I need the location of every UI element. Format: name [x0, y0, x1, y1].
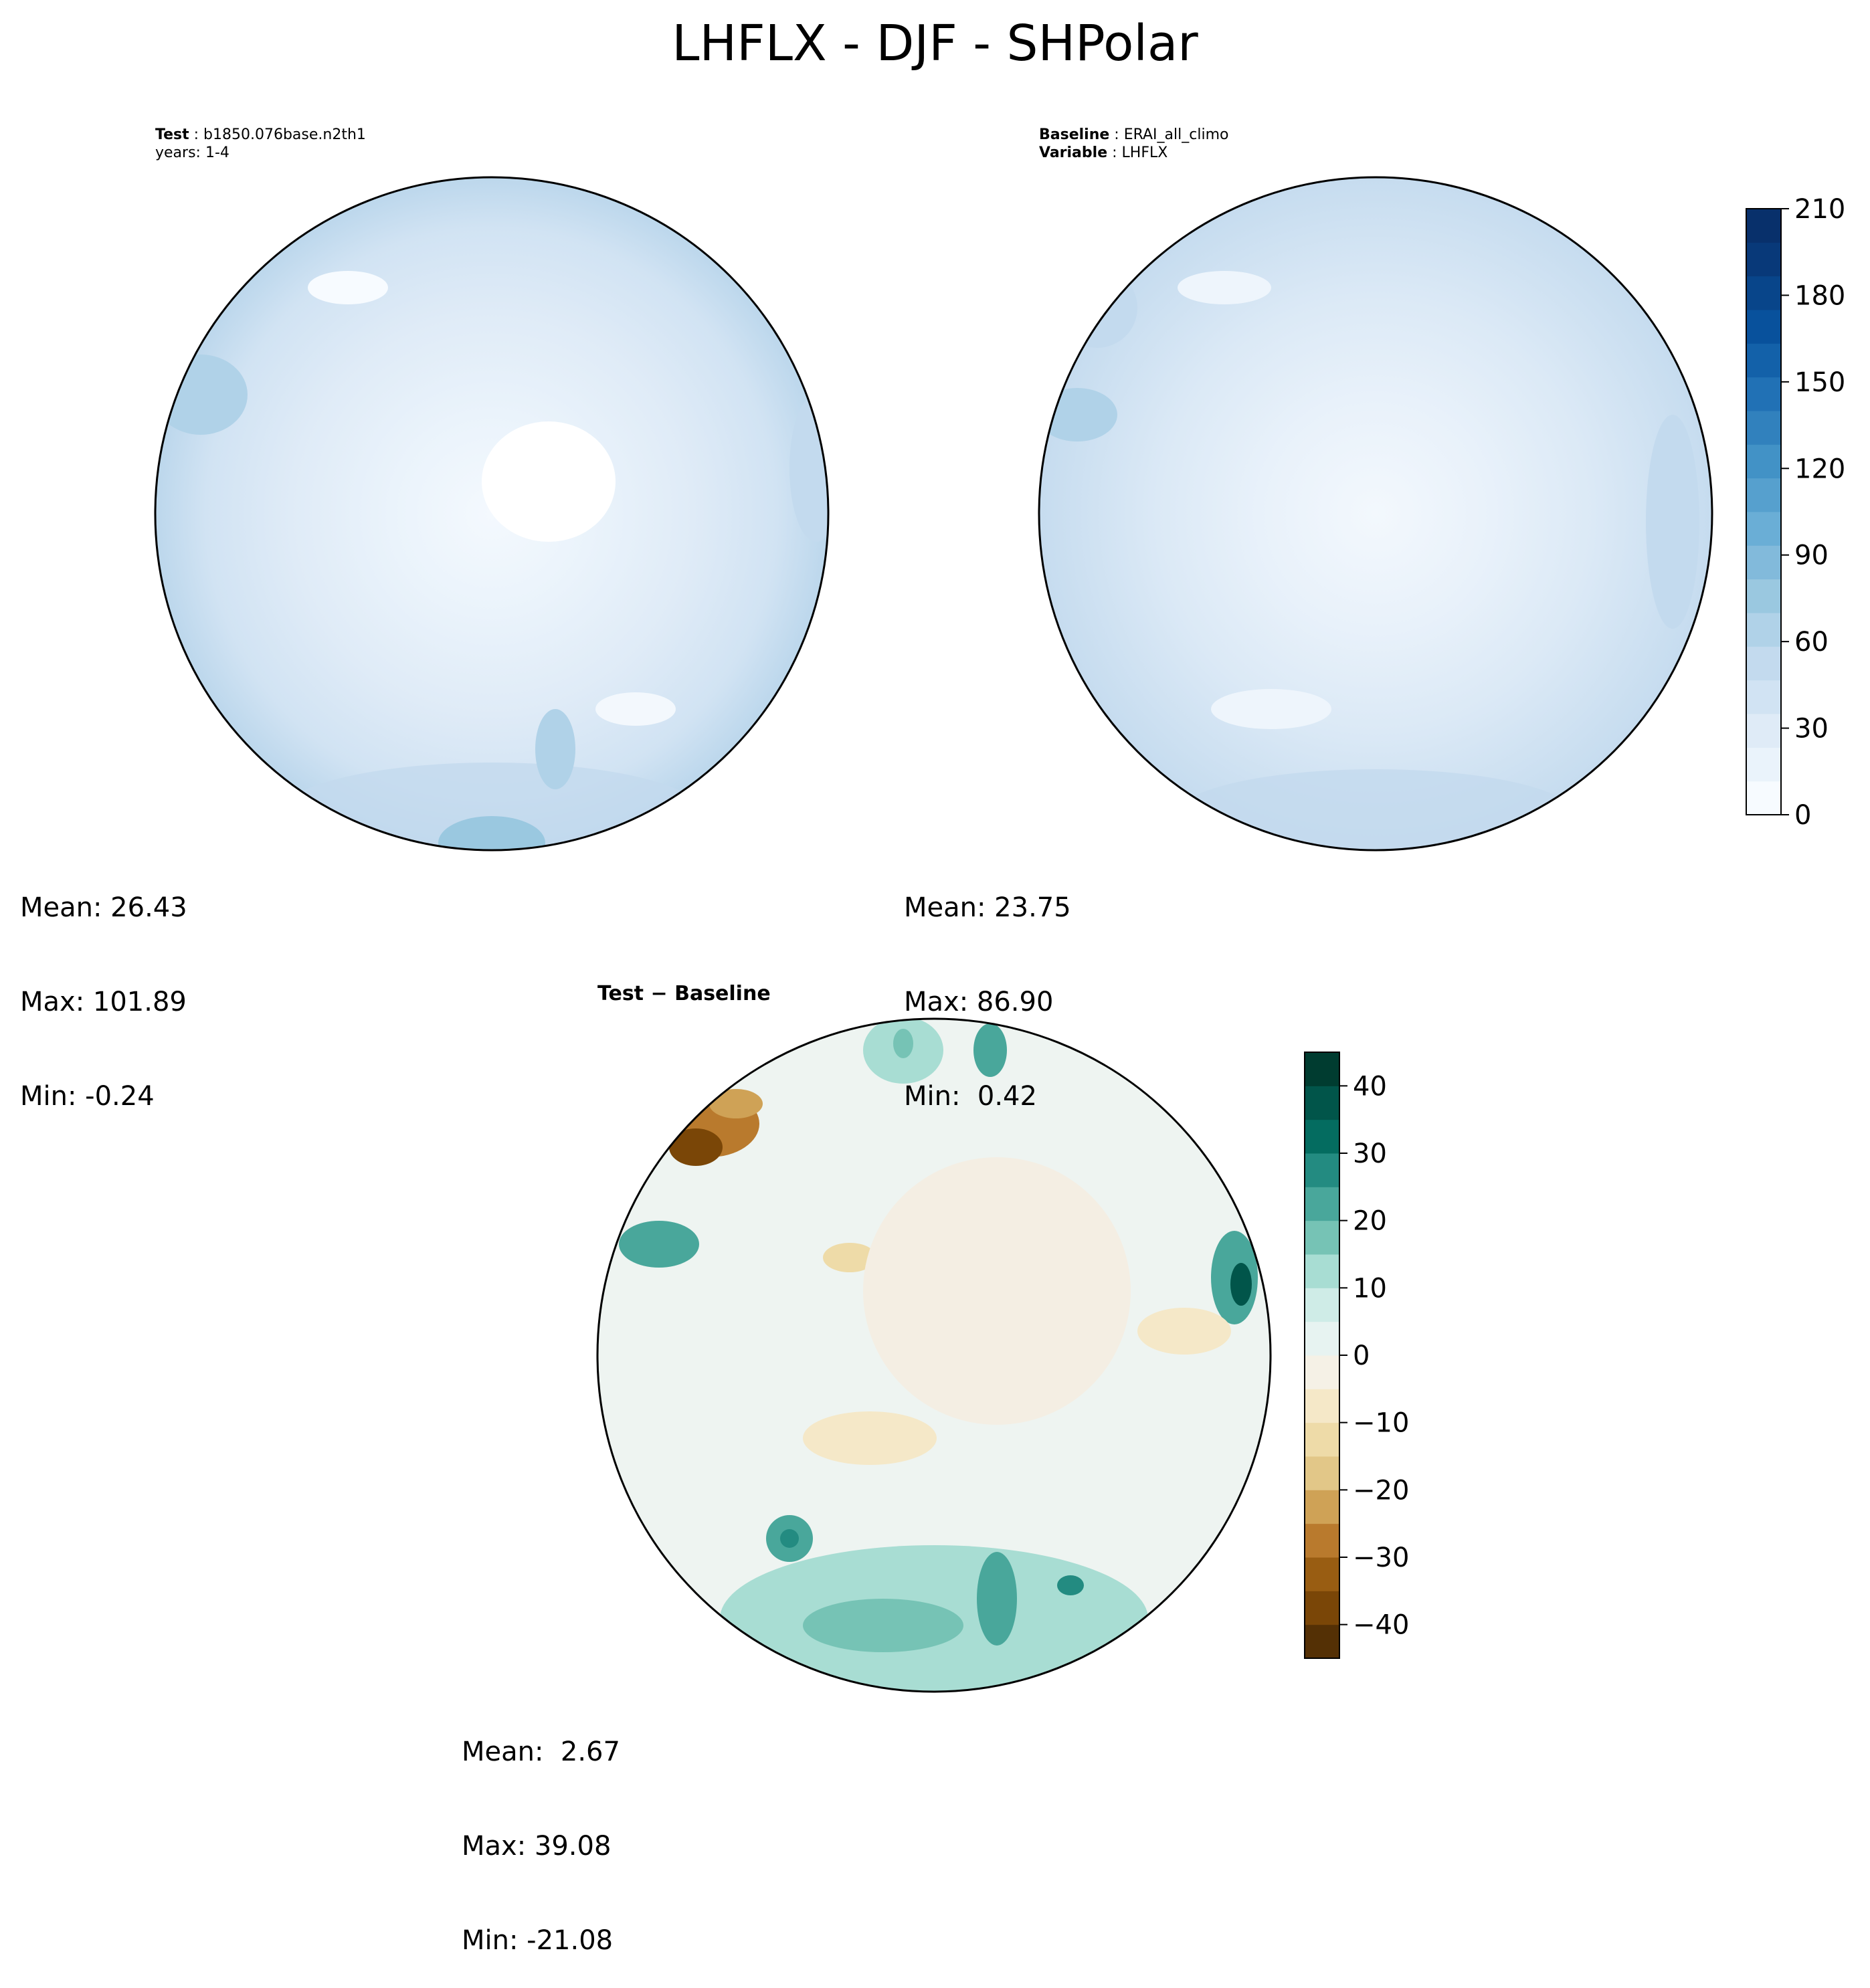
- baseline-map: [1038, 176, 1713, 852]
- diff-colorbar: 40 30 20 10 0 −10 −20 −30 −40: [1304, 1052, 1409, 1659]
- diff-map-boundary: [596, 1017, 1272, 1693]
- diff-max: Max: 39.08: [462, 1831, 612, 1862]
- baseline-panel-header: Baseline : ERAI_all_climo Variable : LHF…: [1039, 126, 1229, 161]
- variable-label-value: LHFLX: [1121, 144, 1168, 161]
- diff-colorbar-segment: [1305, 1254, 1339, 1288]
- diff-colorbar-segment: [1305, 1490, 1339, 1524]
- main-colorbar-tick-label: 0: [1794, 800, 1811, 831]
- diff-colorbar-segment: [1305, 1119, 1339, 1154]
- diff-colorbar-segment: [1305, 1591, 1339, 1625]
- baseline-mean: Mean: 23.75: [904, 892, 1071, 923]
- main-colorbar-tick-label: 60: [1794, 627, 1829, 658]
- test-mean: Mean: 26.43: [20, 892, 187, 923]
- main-colorbar-segment: [1746, 714, 1781, 748]
- diff-stats: Mean: 2.67 Max: 39.08 Min: -21.08: [462, 1674, 620, 1988]
- diff-colorbar-segment: [1305, 1389, 1339, 1423]
- diff-title-sep: −: [650, 982, 668, 1005]
- main-colorbar-tick-label: 150: [1794, 367, 1845, 398]
- diff-colorbar-tick-label: 10: [1353, 1273, 1387, 1304]
- diff-colorbar-segment: [1305, 1355, 1339, 1389]
- test-max: Max: 101.89: [20, 987, 187, 1017]
- main-colorbar-tick-label: 210: [1794, 194, 1845, 225]
- test-years: years: 1-4: [155, 144, 229, 161]
- test-label-value: b1850.076base.n2th1: [203, 126, 366, 143]
- diff-colorbar-tick-label: −30: [1353, 1543, 1409, 1573]
- test-map-boundary: [154, 176, 830, 852]
- main-colorbar-segment: [1746, 276, 1781, 310]
- main-colorbar-segment: [1746, 613, 1781, 647]
- main-colorbar-segment: [1746, 242, 1781, 277]
- main-colorbar-segment: [1746, 209, 1781, 243]
- test-label-key: Test: [155, 126, 189, 143]
- diff-colorbar-segment: [1305, 1052, 1339, 1086]
- diff-map: [596, 1017, 1272, 1693]
- baseline-label-key: Baseline: [1039, 126, 1110, 143]
- test-map: [154, 176, 830, 852]
- diff-map-shading: [619, 1019, 1258, 1692]
- diff-colorbar-tick-label: 40: [1353, 1071, 1387, 1102]
- main-colorbar-segment: [1746, 646, 1781, 681]
- baseline-max: Max: 86.90: [904, 987, 1054, 1017]
- diff-colorbar-tick-label: −10: [1353, 1408, 1409, 1439]
- diff-min: Min: -21.08: [462, 1925, 614, 1956]
- main-colorbar-segment: [1746, 343, 1781, 378]
- diff-colorbar-segment: [1305, 1321, 1339, 1356]
- diff-colorbar-tick-label: −40: [1353, 1610, 1409, 1641]
- main-colorbar-segment: [1746, 478, 1781, 512]
- main-colorbar-segment: [1746, 680, 1781, 714]
- test-stats: Mean: 26.43 Max: 101.89 Min: -0.24: [20, 829, 187, 1144]
- baseline-map-boundary: [1038, 176, 1713, 852]
- figure-title: LHFLX - DJF - SHPolar: [672, 15, 1198, 72]
- main-colorbar-segment: [1746, 579, 1781, 613]
- main-colorbar-segment: [1746, 310, 1781, 344]
- diff-colorbar-segment: [1305, 1624, 1339, 1659]
- main-colorbar-tick-label: 180: [1794, 280, 1845, 311]
- diff-title-base: Baseline: [674, 982, 771, 1005]
- baseline-min: Min: 0.42: [904, 1081, 1037, 1112]
- main-colorbar-segment: [1746, 411, 1781, 445]
- diff-colorbar-segment: [1305, 1422, 1339, 1457]
- main-colorbar-segment: [1746, 747, 1781, 782]
- diff-colorbar-segment: [1305, 1220, 1339, 1255]
- diff-panel-title: Test − Baseline: [597, 982, 771, 1005]
- diff-colorbar-tick-label: −20: [1353, 1475, 1409, 1506]
- main-colorbar-outline: [1746, 208, 1782, 815]
- diff-colorbar-segment: [1305, 1288, 1339, 1322]
- diff-colorbar-tick-label: 20: [1353, 1206, 1387, 1237]
- baseline-stats: Mean: 23.75 Max: 86.90 Min: 0.42: [904, 829, 1071, 1144]
- diff-mean: Mean: 2.67: [462, 1736, 620, 1767]
- variable-label-key: Variable: [1039, 144, 1108, 161]
- diff-colorbar-segment: [1305, 1523, 1339, 1558]
- test-min: Min: -0.24: [20, 1081, 155, 1112]
- diff-title-test: Test: [597, 982, 644, 1005]
- main-colorbar-segment: [1746, 781, 1781, 815]
- main-colorbar-segment: [1746, 377, 1781, 411]
- baseline-label-value: ERAI_all_climo: [1123, 126, 1229, 143]
- main-colorbar-tick-label: 30: [1794, 714, 1829, 744]
- diff-colorbar-segment: [1305, 1153, 1339, 1187]
- main-colorbar-tick-label: 90: [1794, 540, 1829, 571]
- test-panel-header: Test : b1850.076base.n2th1 years: 1-4: [155, 126, 366, 161]
- diff-colorbar-segment: [1305, 1187, 1339, 1221]
- diff-colorbar-segment: [1305, 1086, 1339, 1120]
- diff-colorbar-segment: [1305, 1456, 1339, 1490]
- test-map-field: [155, 177, 828, 850]
- main-colorbar: 0 30 60 90 120 150 180 210: [1746, 194, 1845, 831]
- main-colorbar-segment: [1746, 545, 1781, 580]
- main-colorbar-tick-label: 120: [1794, 454, 1845, 484]
- baseline-map-field: [1039, 177, 1712, 850]
- diff-colorbar-tick-label: 0: [1353, 1340, 1370, 1371]
- main-colorbar-segment: [1746, 444, 1781, 479]
- main-colorbar-segment: [1746, 512, 1781, 546]
- diff-colorbar-tick-label: 30: [1353, 1138, 1387, 1169]
- diff-colorbar-segment: [1305, 1557, 1339, 1591]
